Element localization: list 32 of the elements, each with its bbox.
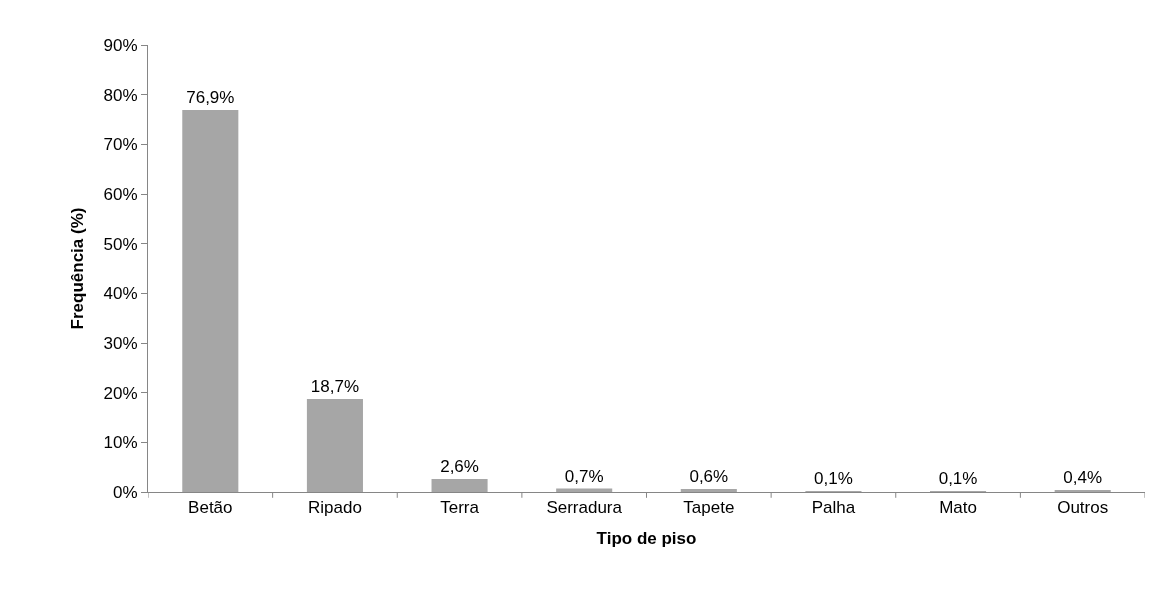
- data-label: 0,1%: [938, 469, 978, 488]
- data-label: 18,7%: [310, 377, 360, 397]
- x-tick-label: Outros: [1057, 498, 1109, 518]
- x-tick-label: Tapete: [683, 498, 735, 518]
- x-tick-label: Ripado: [308, 498, 362, 518]
- x-tick-label: Mato: [939, 498, 977, 518]
- y-tick-label: 50%: [103, 234, 138, 254]
- y-tick-label: 90%: [103, 35, 138, 55]
- data-label: 76,9%: [186, 88, 235, 108]
- bar: [431, 479, 488, 492]
- y-axis-title: Frequência (%): [68, 207, 88, 330]
- x-tick-label: Palha: [811, 498, 856, 518]
- data-label: 0,6%: [689, 467, 729, 487]
- data-label: 2,6%: [440, 457, 479, 477]
- y-tick-label: 80%: [103, 85, 138, 105]
- x-tick-label: Betão: [188, 498, 233, 518]
- x-axis-title: Tipo de piso: [596, 528, 697, 548]
- y-tick-label: 30%: [103, 333, 138, 353]
- data-label: 0,7%: [564, 466, 604, 486]
- bar: [306, 399, 363, 492]
- y-tick-label: 10%: [103, 433, 138, 453]
- x-tick-label: Serradura: [546, 498, 623, 518]
- y-tick-label: 20%: [103, 383, 138, 403]
- y-tick-label: 0%: [113, 482, 138, 502]
- x-tick-label: Terra: [440, 498, 480, 518]
- y-tick-label: 70%: [103, 135, 138, 155]
- bar: [680, 489, 737, 492]
- y-tick-label: 40%: [103, 284, 138, 304]
- y-tick-label: 60%: [103, 184, 138, 204]
- bar: [182, 110, 239, 492]
- data-label: 0,1%: [814, 469, 853, 488]
- data-label: 0,4%: [1063, 468, 1103, 487]
